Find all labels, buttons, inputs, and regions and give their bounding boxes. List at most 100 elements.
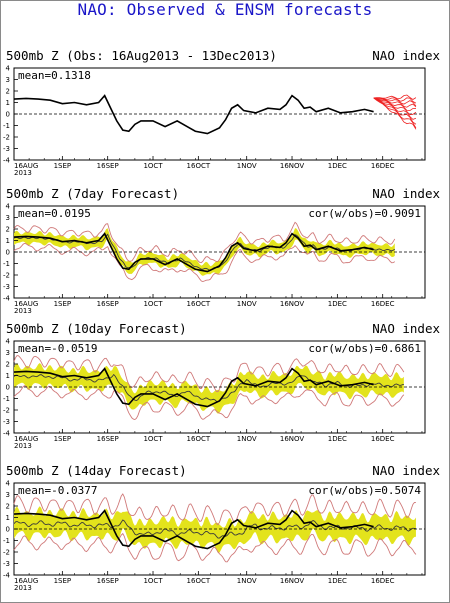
spread-band	[14, 363, 404, 414]
mean-label: mean=-0.0377	[18, 484, 97, 497]
y-tick-label: -2	[3, 272, 10, 280]
x-tick-label: 1DEC	[328, 577, 347, 585]
x-tick-label: 16AUG	[14, 162, 38, 170]
y-tick-label: 4	[6, 480, 11, 488]
y-tick-label: -1	[3, 122, 10, 130]
x-tick-label: 2013	[14, 307, 32, 315]
x-tick-label: 1DEC	[328, 435, 347, 443]
y-tick-label: -3	[3, 418, 10, 426]
envelope-upper	[13, 355, 405, 393]
x-tick-label: 16OCT	[187, 577, 211, 585]
y-tick-label: 4	[6, 65, 11, 73]
spread-band	[14, 506, 416, 553]
forecast-member-line	[373, 97, 417, 116]
x-tick-label: 16OCT	[187, 162, 211, 170]
y-tick-label: -4	[3, 157, 11, 165]
x-tick-label: 2013	[14, 584, 32, 592]
envelope-lower	[13, 242, 396, 283]
forecast-member-line	[373, 94, 417, 100]
correlation-label: cor(w/obs)=0.6861	[308, 342, 421, 355]
panel-title: 500mb Z (14day Forecast)	[6, 463, 187, 478]
correlation-label: cor(w/obs)=0.9091	[308, 207, 421, 220]
ensemble-mean-line	[13, 233, 396, 271]
y-tick-label: 3	[6, 349, 10, 357]
x-tick-label: 16SEP	[97, 435, 119, 443]
y-tick-label: -1	[3, 395, 10, 403]
y-tick-label: -3	[3, 145, 10, 153]
y-tick-label: 3	[6, 491, 10, 499]
envelope-upper	[13, 493, 416, 526]
y-tick-label: 1	[6, 99, 10, 107]
y-tick-label: 4	[6, 203, 11, 211]
y-tick-label: 1	[6, 237, 10, 245]
x-tick-label: 1SEP	[54, 577, 72, 585]
observed-line	[13, 232, 374, 273]
y-tick-label: 1	[6, 514, 10, 522]
mean-label: mean=0.0195	[18, 207, 91, 220]
x-tick-label: 16NOV	[280, 300, 305, 308]
y-tick-label: -2	[3, 549, 10, 557]
mean-label: mean=0.1318	[18, 69, 91, 82]
envelope-lower	[13, 385, 405, 421]
x-tick-label: 2013	[14, 442, 32, 450]
panel-right-label: NAO index	[372, 186, 440, 201]
x-tick-label: 16DEC	[371, 300, 395, 308]
x-tick-label: 16SEP	[97, 162, 119, 170]
y-tick-label: -4	[3, 572, 11, 580]
y-tick-label: -2	[3, 407, 10, 415]
x-tick-label: 1OCT	[143, 300, 163, 308]
ensemble-mean-line	[13, 519, 416, 539]
x-tick-label: 16NOV	[280, 162, 305, 170]
x-tick-label: 16DEC	[371, 435, 395, 443]
y-tick-label: -1	[3, 537, 10, 545]
x-tick-label: 1SEP	[54, 435, 72, 443]
y-tick-label: -2	[3, 134, 10, 142]
y-tick-label: 4	[6, 338, 11, 346]
x-tick-label: 16OCT	[187, 435, 211, 443]
x-tick-label: 16NOV	[280, 435, 305, 443]
x-tick-label: 1OCT	[143, 577, 163, 585]
main-title: NAO: Observed & ENSM forecasts	[77, 0, 373, 19]
y-tick-label: 0	[6, 249, 10, 257]
forecast-member-line	[373, 97, 416, 112]
y-tick-label: 0	[6, 526, 10, 534]
x-tick-label: 16DEC	[371, 162, 395, 170]
x-tick-label: 1NOV	[237, 577, 257, 585]
x-tick-label: 16SEP	[97, 300, 119, 308]
x-tick-label: 1NOV	[237, 162, 257, 170]
x-tick-label: 1NOV	[237, 300, 257, 308]
x-tick-label: 1SEP	[54, 300, 72, 308]
forecast-member-line	[373, 97, 417, 107]
y-tick-label: -4	[3, 430, 11, 438]
observed-line	[13, 509, 374, 550]
x-tick-label: 1SEP	[54, 162, 72, 170]
x-tick-label: 16SEP	[97, 577, 119, 585]
x-tick-label: 1DEC	[328, 162, 347, 170]
envelope-lower	[13, 532, 417, 563]
panel-title: 500mb Z (10day Forecast)	[6, 321, 187, 336]
x-tick-label: 1OCT	[143, 435, 163, 443]
y-tick-label: 2	[6, 361, 10, 369]
y-tick-label: -4	[3, 295, 11, 303]
x-tick-label: 16OCT	[187, 300, 211, 308]
x-tick-label: 1NOV	[237, 435, 257, 443]
y-tick-label: -3	[3, 283, 10, 291]
x-tick-label: 16NOV	[280, 577, 305, 585]
y-tick-label: -1	[3, 260, 10, 268]
y-tick-label: 3	[6, 76, 10, 84]
x-tick-label: 2013	[14, 169, 32, 177]
x-tick-label: 16AUG	[14, 300, 38, 308]
forecast-member-line	[373, 97, 417, 130]
x-tick-label: 16DEC	[371, 577, 395, 585]
panel-right-label: NAO index	[372, 48, 440, 63]
panel-title: 500mb Z (Obs: 16Aug2013 - 13Dec2013)	[6, 48, 277, 63]
y-tick-label: 0	[6, 111, 10, 119]
ensemble-mean-line	[13, 373, 404, 403]
x-tick-label: 16AUG	[14, 577, 38, 585]
envelope-upper	[13, 221, 396, 264]
y-tick-label: 2	[6, 226, 10, 234]
observed-line	[13, 367, 374, 408]
x-tick-label: 16AUG	[14, 435, 38, 443]
forecast-member-line	[373, 97, 417, 108]
